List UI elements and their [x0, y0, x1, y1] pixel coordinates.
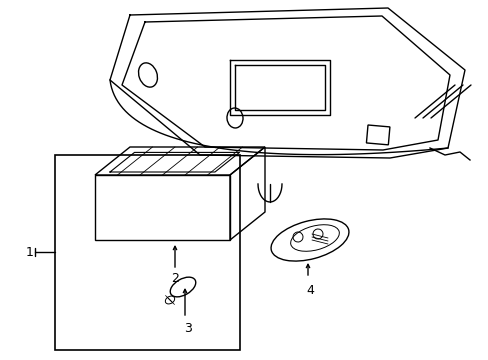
- Bar: [55, 155, 240, 350]
- Text: 1: 1: [26, 246, 34, 258]
- Text: 2: 2: [171, 271, 179, 284]
- Text: 3: 3: [183, 321, 192, 334]
- Bar: [366, 125, 389, 145]
- Text: 4: 4: [305, 284, 313, 297]
